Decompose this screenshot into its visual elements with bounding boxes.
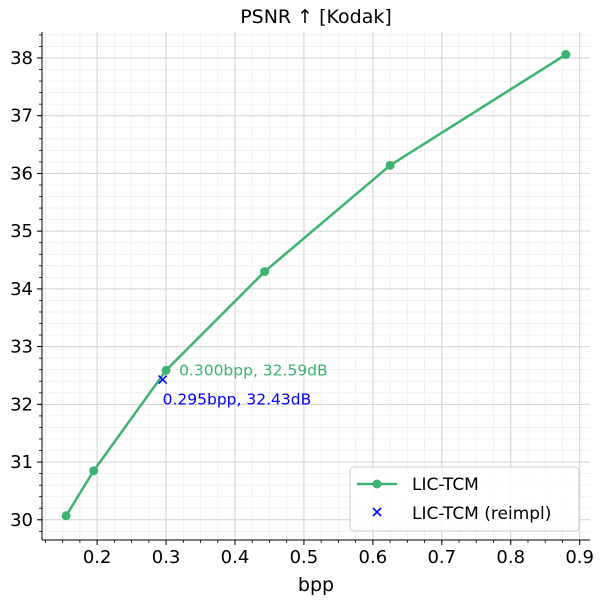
- data-point-lic-tcm-reimpl: [158, 374, 168, 385]
- data-point-lic-tcm: [260, 267, 270, 277]
- series-layer: [61, 50, 571, 521]
- y-tick-label: 36: [10, 163, 33, 184]
- data-point-lic-tcm: [89, 466, 99, 476]
- chart-title: PSNR ↑ [Kodak]: [240, 6, 392, 28]
- x-tick-label: 0.6: [359, 547, 388, 568]
- legend-marker-lic-tcm: [372, 479, 382, 489]
- y-tick-label: 37: [10, 106, 33, 127]
- y-tick-label: 32: [10, 394, 33, 415]
- legend-marker-lic-tcm-reimpl: [372, 507, 382, 517]
- data-point-lic-tcm: [561, 50, 571, 60]
- x-tick-label: 0.2: [83, 547, 112, 568]
- major-grid: [42, 32, 590, 540]
- x-axis-label: bpp: [298, 574, 334, 596]
- legend-label-lic-tcm: LIC-TCM: [412, 475, 479, 495]
- legend-x-marker: [372, 507, 382, 517]
- axes: [37, 32, 590, 545]
- x-tick-label: 0.5: [290, 547, 319, 568]
- plot-area: [42, 32, 590, 540]
- y-tick-label: 33: [10, 337, 33, 358]
- y-tick-label: 31: [10, 452, 33, 473]
- tick-labels: 0.2 0.3 0.4 0.5 0.6 0.7 0.8 0.9 30 31 32 33 34 35 36 37…: [10, 48, 594, 568]
- x-tick-label: 0.3: [152, 547, 181, 568]
- legend: LIC-TCM LIC-TCM (reimpl): [349, 466, 580, 532]
- data-point-lic-tcm: [161, 365, 171, 375]
- annotation-label: 0.300bpp, 32.59dB: [179, 361, 328, 379]
- x-tick-label: 0.4: [221, 547, 250, 568]
- y-tick-label: 34: [10, 279, 33, 300]
- annotation-layer: 0.300bpp, 32.59dB 0.295bpp, 32.43dB: [163, 361, 328, 408]
- legend-x-marker-stroke: [372, 507, 382, 517]
- data-point-lic-tcm: [385, 160, 395, 170]
- data-point-lic-tcm: [61, 511, 71, 521]
- x-tick-label: 0.8: [496, 547, 525, 568]
- legend-label-lic-tcm-reimpl: LIC-TCM (reimpl): [412, 504, 551, 524]
- series-line-lic-tcm: [65, 53, 567, 517]
- legend-box: [349, 466, 580, 532]
- y-tick-label: 38: [10, 48, 33, 69]
- annotation-label: 0.295bpp, 32.43dB: [163, 391, 312, 409]
- x-tick-label: 0.9: [565, 547, 594, 568]
- data-point-lic-tcm-reimpl-stroke: [158, 374, 168, 385]
- x-tick-label: 0.7: [427, 547, 456, 568]
- y-tick-label: 30: [10, 510, 33, 531]
- y-tick-label: 35: [10, 221, 33, 242]
